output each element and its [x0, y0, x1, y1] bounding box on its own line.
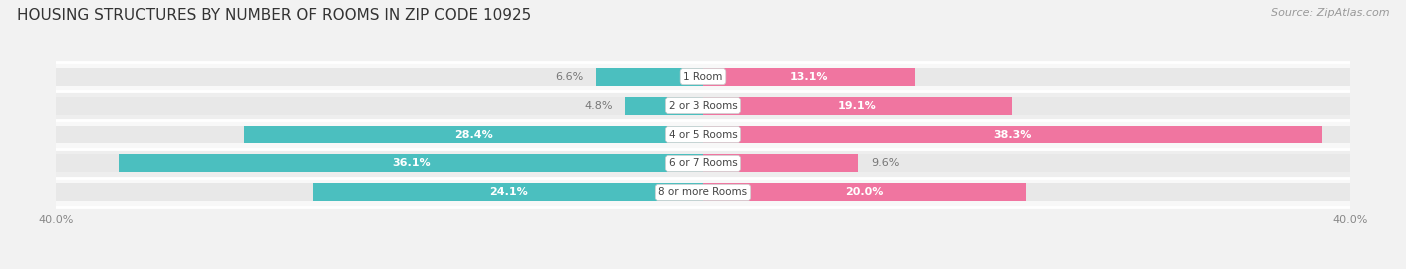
Bar [703, 97, 1350, 115]
Bar [56, 62, 1350, 91]
Bar [56, 120, 1350, 149]
Text: 4.8%: 4.8% [583, 101, 613, 111]
Text: 19.1%: 19.1% [838, 101, 877, 111]
Bar [703, 126, 1322, 143]
Text: Source: ZipAtlas.com: Source: ZipAtlas.com [1271, 8, 1389, 18]
Bar [120, 154, 703, 172]
Bar [703, 154, 858, 172]
Bar [56, 178, 1350, 207]
Bar [56, 149, 1350, 178]
Bar [56, 126, 703, 143]
Bar [626, 97, 703, 115]
Bar [243, 126, 703, 143]
Bar [56, 154, 703, 172]
Text: 6.6%: 6.6% [555, 72, 583, 82]
Text: 9.6%: 9.6% [872, 158, 900, 168]
Text: 1 Room: 1 Room [683, 72, 723, 82]
Bar [314, 183, 703, 201]
Bar [703, 97, 1012, 115]
Text: 28.4%: 28.4% [454, 129, 492, 140]
Bar [703, 183, 1026, 201]
Bar [56, 183, 703, 201]
Bar [703, 126, 1350, 143]
Text: 4 or 5 Rooms: 4 or 5 Rooms [669, 129, 737, 140]
Bar [703, 68, 915, 86]
Text: 2 or 3 Rooms: 2 or 3 Rooms [669, 101, 737, 111]
Bar [703, 183, 1350, 201]
Bar [703, 154, 1350, 172]
Text: 20.0%: 20.0% [845, 187, 884, 197]
Bar [703, 68, 1350, 86]
Bar [596, 68, 703, 86]
Text: HOUSING STRUCTURES BY NUMBER OF ROOMS IN ZIP CODE 10925: HOUSING STRUCTURES BY NUMBER OF ROOMS IN… [17, 8, 531, 23]
Text: 6 or 7 Rooms: 6 or 7 Rooms [669, 158, 737, 168]
Bar [56, 97, 703, 115]
Legend: Owner-occupied, Renter-occupied: Owner-occupied, Renter-occupied [579, 264, 827, 269]
Text: 38.3%: 38.3% [994, 129, 1032, 140]
Text: 13.1%: 13.1% [790, 72, 828, 82]
Text: 36.1%: 36.1% [392, 158, 430, 168]
Bar [56, 68, 703, 86]
Bar [56, 91, 1350, 120]
Text: 24.1%: 24.1% [489, 187, 527, 197]
Text: 8 or more Rooms: 8 or more Rooms [658, 187, 748, 197]
